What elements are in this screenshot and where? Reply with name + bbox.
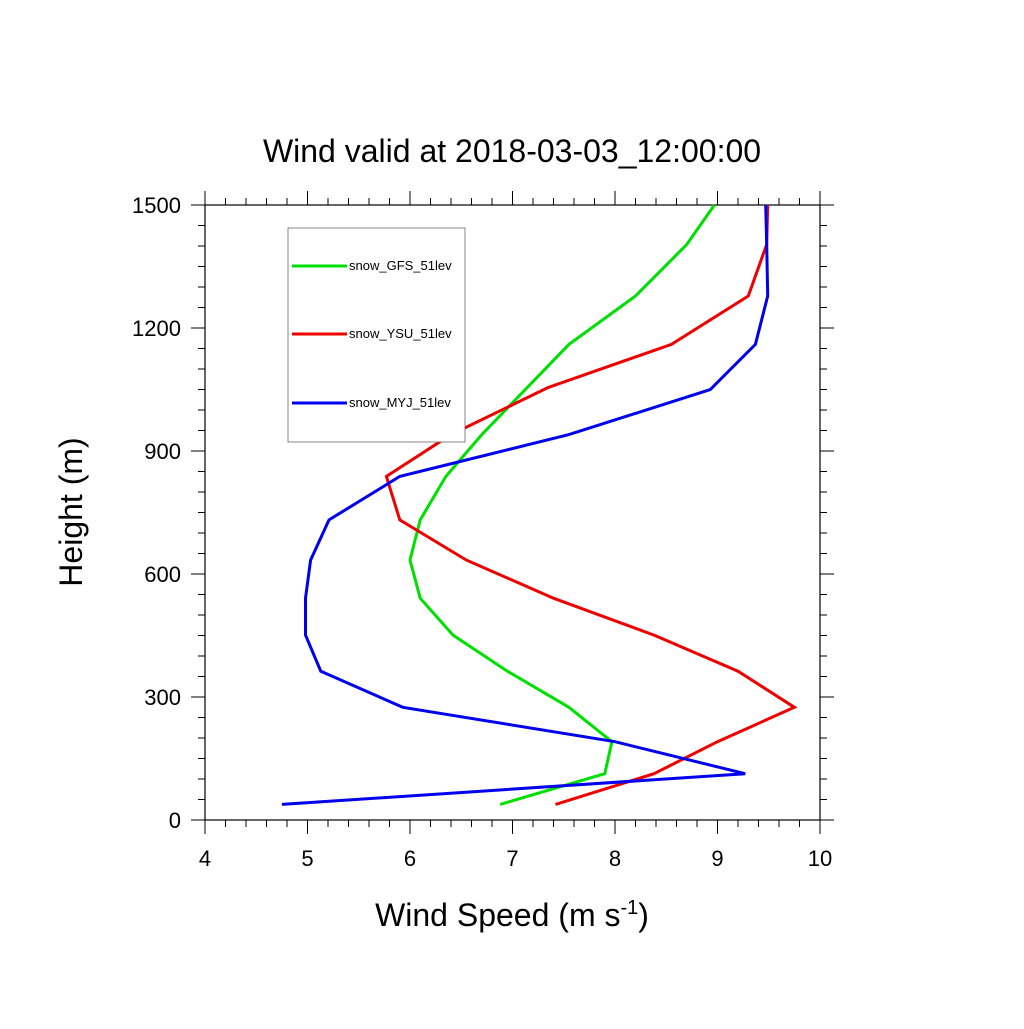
y-tick-label: 1200 [132, 316, 181, 341]
x-tick-label: 8 [609, 846, 621, 871]
y-axis-label: Height (m) [53, 437, 89, 586]
chart-title: Wind valid at 2018-03-03_12:00:00 [263, 133, 761, 169]
y-tick-label: 300 [144, 685, 181, 710]
tick-labels: 4 5 6 7 8 9 10 0 300 600 900 1200 1500 [132, 193, 832, 871]
x-tick-label: 6 [404, 846, 416, 871]
x-tick-label: 9 [711, 846, 723, 871]
axis-ticks [191, 191, 834, 834]
x-axis-label-text: Wind Speed (m s [375, 897, 620, 933]
legend-label: snow_GFS_51lev [349, 258, 452, 273]
x-axis-label: Wind Speed (m s-1) [375, 897, 649, 933]
x-tick-label: 7 [506, 846, 518, 871]
legend: snow_GFS_51lev snow_YSU_51lev snow_MYJ_51l… [287, 227, 466, 443]
x-tick-label: 4 [199, 846, 211, 871]
legend-label: snow_MYJ_51lev [349, 395, 451, 410]
series-lines [281, 204, 798, 806]
legend-label: snow_YSU_51lev [349, 326, 452, 341]
y-tick-label: 600 [144, 562, 181, 587]
x-axis-label-close: ) [638, 897, 649, 933]
series-line-snow_GFS_51lev [408, 204, 716, 806]
x-tick-label: 10 [808, 846, 832, 871]
x-tick-label: 5 [301, 846, 313, 871]
x-axis-label-superscript: -1 [620, 897, 638, 919]
y-tick-label: 1500 [132, 193, 181, 218]
series-line-snow_YSU_51lev [384, 204, 798, 806]
series-line-snow_MYJ_51lev [281, 204, 770, 806]
y-tick-label: 0 [169, 808, 181, 833]
y-tick-label: 900 [144, 439, 181, 464]
